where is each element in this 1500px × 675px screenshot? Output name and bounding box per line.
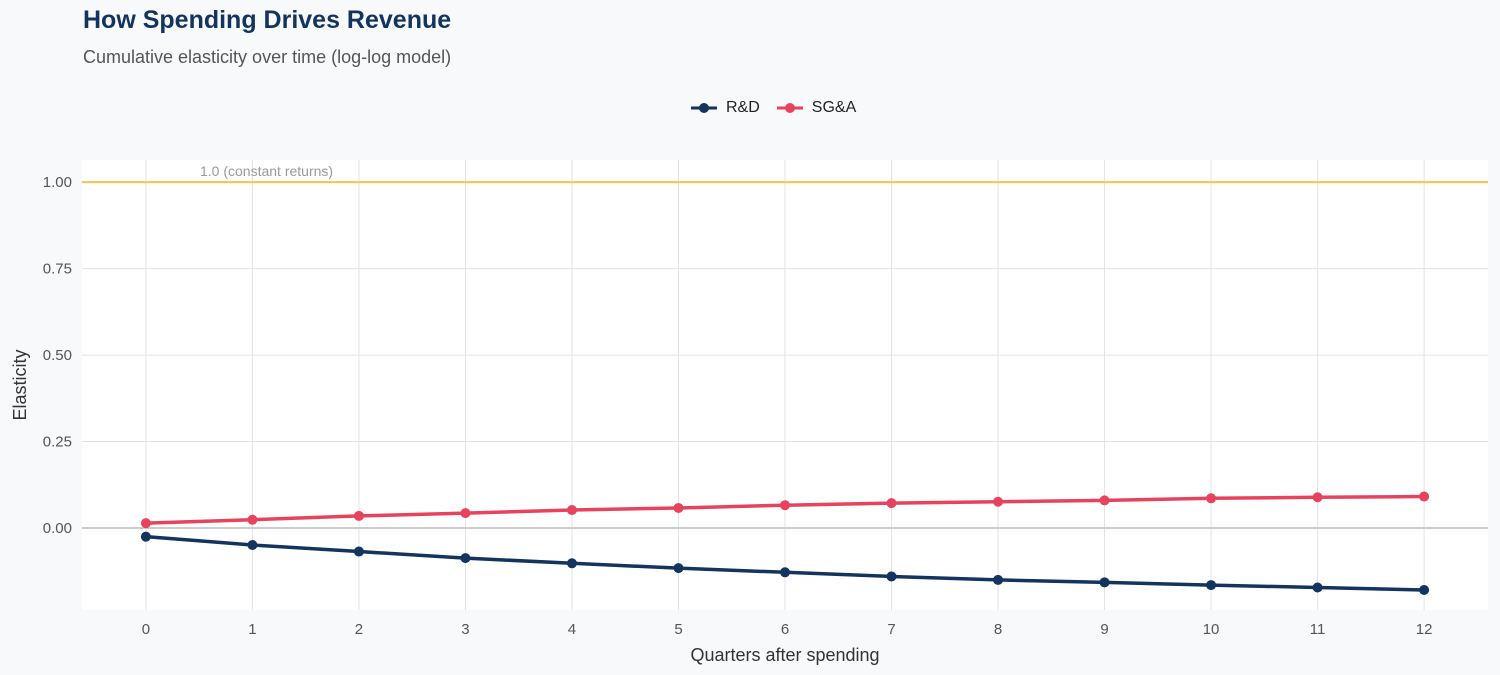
- x-tick-label: 3: [461, 621, 469, 638]
- y-tick-label: 0.00: [43, 520, 72, 537]
- data-point-sga: [353, 510, 364, 521]
- legend: R&D SG&A: [690, 99, 872, 117]
- data-point-rd: [1419, 584, 1430, 595]
- data-point-sga: [1312, 492, 1323, 503]
- legend-key-sga: [776, 103, 803, 113]
- legend-label-sga: SG&A: [811, 99, 857, 116]
- chart-subtitle: Cumulative elasticity over time (log-log…: [83, 47, 452, 67]
- data-point-rd: [886, 571, 897, 582]
- x-tick-label: 0: [142, 621, 150, 638]
- x-tick-label: 5: [674, 621, 682, 638]
- x-tick-label: 4: [568, 621, 576, 638]
- chart-title: How Spending Drives Revenue: [83, 6, 452, 34]
- data-point-sga: [993, 496, 1004, 507]
- data-point-rd: [460, 553, 471, 564]
- x-tick-label: 11: [1310, 621, 1326, 638]
- data-point-sga: [886, 498, 897, 509]
- data-point-rd: [1099, 577, 1110, 588]
- x-tick-label: 10: [1203, 621, 1220, 638]
- data-point-sga: [673, 502, 684, 513]
- legend-item-sga: SG&A: [776, 99, 856, 117]
- data-point-rd: [140, 531, 151, 542]
- data-point-rd: [566, 558, 577, 569]
- x-tick-label: 9: [1100, 621, 1108, 638]
- y-axis-label: Elasticity: [10, 349, 30, 420]
- x-tick-label: 6: [781, 621, 789, 638]
- data-point-sga: [1099, 495, 1110, 506]
- data-point-sga: [460, 508, 471, 519]
- x-tick-label: 7: [887, 621, 895, 638]
- y-tick-label: 0.25: [43, 434, 72, 451]
- y-tick-label: 1.00: [43, 174, 72, 191]
- legend-label-rd: R&D: [726, 99, 760, 116]
- data-point-rd: [1206, 580, 1217, 591]
- data-point-rd: [993, 574, 1004, 585]
- x-tick-label: 1: [248, 621, 256, 638]
- data-point-rd: [780, 567, 790, 578]
- data-point-sga: [1419, 491, 1430, 502]
- data-point-sga: [1206, 493, 1217, 504]
- legend-item-rd: R&D: [690, 99, 760, 117]
- x-axis-label: Quarters after spending: [690, 645, 879, 665]
- data-point-sga: [140, 518, 151, 529]
- x-tick-label: 2: [355, 621, 363, 638]
- x-tick-label: 12: [1416, 621, 1433, 638]
- data-point-rd: [673, 563, 684, 574]
- data-point-rd: [353, 546, 364, 557]
- legend-key-rd: [691, 103, 717, 113]
- y-tick-label: 0.50: [43, 347, 72, 364]
- reference-line-label: 1.0 (constant returns): [200, 163, 333, 179]
- data-point-sga: [780, 500, 790, 511]
- y-tick-label: 0.75: [43, 261, 72, 278]
- data-point-rd: [247, 539, 258, 550]
- x-tick-label: 8: [994, 621, 1002, 638]
- data-point-rd: [1312, 582, 1323, 593]
- data-point-sga: [247, 514, 258, 525]
- data-point-sga: [566, 505, 577, 516]
